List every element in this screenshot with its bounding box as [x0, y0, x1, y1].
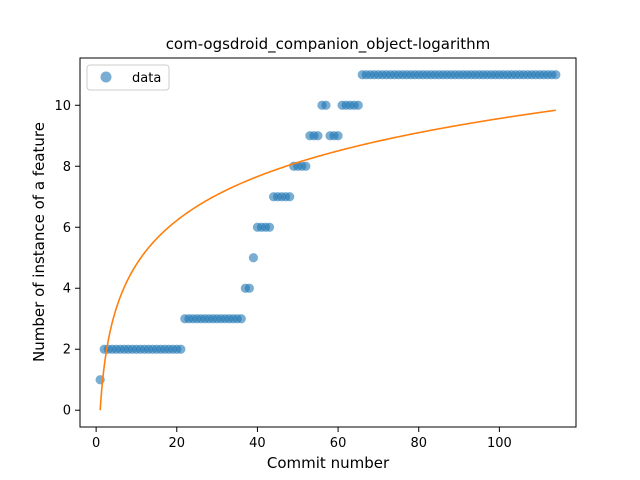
data-point — [264, 222, 275, 232]
y-axis-title: Number of instance of a feature — [30, 122, 48, 362]
y-tick-label: 6 — [63, 221, 71, 236]
data-point — [244, 283, 254, 293]
legend-label-data: data — [132, 71, 161, 86]
y-tick-label: 0 — [63, 404, 71, 419]
x-tick-label: 20 — [169, 436, 186, 451]
y-tick-label: 8 — [63, 160, 71, 175]
data-point — [236, 314, 246, 324]
y-tick-label: 4 — [63, 282, 71, 297]
data-point — [301, 161, 311, 171]
y-tick-label: 2 — [63, 343, 71, 358]
data-point — [176, 344, 186, 354]
plot-frame — [79, 57, 577, 428]
y-tick-label: 10 — [54, 99, 71, 114]
data-point — [551, 70, 561, 80]
x-axis: 0 20 40 60 80 100 — [92, 427, 512, 451]
x-tick-label: 40 — [249, 436, 266, 451]
chart-title: com-ogsdroid_companion_object-logarithm — [166, 35, 491, 54]
data-point — [333, 131, 343, 141]
legend: data — [86, 64, 170, 91]
data-point — [321, 100, 331, 110]
scatter-points — [95, 70, 561, 385]
x-tick-label: 0 — [92, 436, 100, 451]
x-axis-title: Commit number — [267, 454, 390, 472]
data-point — [248, 253, 258, 263]
x-tick-label: 80 — [410, 436, 427, 451]
y-axis: 0 2 4 6 8 10 — [54, 99, 80, 419]
legend-marker-data — [100, 71, 112, 83]
x-tick-label: 60 — [330, 436, 347, 451]
fit-line — [99, 109, 556, 411]
x-tick-label: 100 — [487, 436, 512, 451]
legend-box — [86, 64, 170, 91]
data-point — [313, 131, 323, 141]
data-point — [353, 100, 363, 110]
data-point — [285, 192, 295, 202]
